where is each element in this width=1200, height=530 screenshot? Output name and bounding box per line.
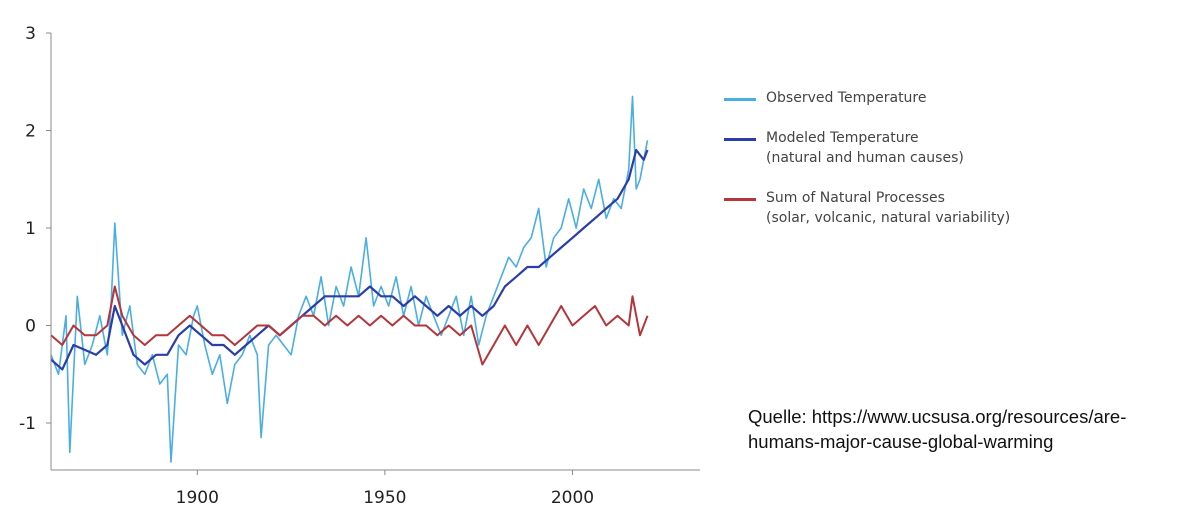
series-line-2 — [50, 148, 649, 371]
y-tick-label-4: 3 — [25, 24, 36, 44]
series-line-1 — [50, 95, 649, 463]
legend-text-observed: Observed Temperature — [766, 88, 1084, 108]
tick-layer: -1 0 1 2 3 1900 1950 2000 — [19, 24, 594, 508]
series-line-3 — [50, 285, 649, 366]
y-tick-label-3: 2 — [25, 122, 36, 142]
legend-swatch-modeled — [724, 138, 756, 141]
legend-label-observed: Observed Temperature — [766, 90, 927, 106]
y-tick-label-1: 0 — [25, 317, 36, 337]
legend-text-modeled: Modeled Temperature (natural and human c… — [766, 128, 1084, 168]
legend-item-observed: Observed Temperature — [724, 88, 1084, 108]
y-tick-label-2: 1 — [25, 219, 36, 239]
legend-label-modeled: Modeled Temperature — [766, 130, 919, 146]
legend-text-natural: Sum of Natural Processes (solar, volcani… — [766, 188, 1084, 228]
legend-item-modeled: Modeled Temperature (natural and human c… — [724, 128, 1084, 168]
legend-swatch-observed — [724, 98, 756, 101]
y-tick-label-0: -1 — [19, 414, 36, 434]
source-note: Quelle: https://www.ucsusa.org/resources… — [748, 404, 1188, 454]
legend-item-natural: Sum of Natural Processes (solar, volcani… — [724, 188, 1084, 228]
legend: Observed Temperature Modeled Temperature… — [724, 88, 1084, 248]
legend-swatch-natural — [724, 198, 756, 201]
legend-sub-modeled: (natural and human causes) — [766, 150, 964, 166]
x-tick-label-0: 1900 — [176, 488, 219, 508]
legend-sub-natural: (solar, volcanic, natural variability) — [766, 210, 1011, 226]
x-tick-label-1: 1950 — [363, 488, 406, 508]
source-line-1: Quelle: https://www.ucsusa.org/resources… — [748, 406, 1127, 427]
x-tick-label-2: 2000 — [551, 488, 594, 508]
source-line-2: humans-major-cause-global-warming — [748, 431, 1054, 452]
series-layer — [50, 95, 649, 463]
legend-label-natural: Sum of Natural Processes — [766, 190, 945, 206]
